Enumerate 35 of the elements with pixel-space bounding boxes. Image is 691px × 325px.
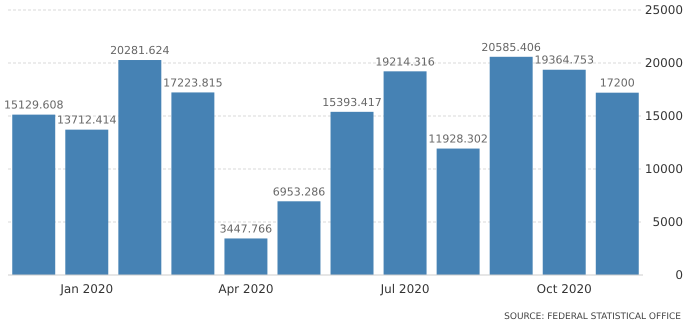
data-label: 15129.608	[4, 98, 64, 112]
bar	[490, 56, 533, 275]
x-tick-label: Jan 2020	[59, 282, 114, 296]
bar	[542, 70, 586, 275]
data-label: 15393.417	[322, 96, 382, 109]
bar	[65, 130, 108, 275]
y-tick-label: 10000	[644, 162, 683, 176]
bar	[330, 112, 374, 275]
data-label: 20585.406	[481, 40, 541, 54]
y-tick-label: 25000	[644, 3, 683, 18]
data-label: 13712.414	[57, 114, 117, 127]
x-tick-label: Apr 2020	[218, 282, 274, 296]
x-tick-label: Jul 2020	[380, 282, 430, 296]
data-label: 6953.286	[272, 185, 326, 198]
data-label: 20281.624	[110, 44, 170, 58]
bar	[436, 148, 480, 275]
y-tick-label: 15000	[644, 109, 683, 124]
y-tick-label: 5000	[652, 215, 683, 230]
data-label: 11928.302	[428, 132, 488, 146]
data-label: 17200	[600, 76, 635, 90]
y-tick-label: 0	[675, 268, 683, 282]
bar	[118, 60, 162, 275]
bar	[384, 71, 427, 275]
data-label: 19364.753	[534, 54, 594, 67]
bar	[224, 238, 268, 275]
bar	[171, 92, 214, 275]
data-label: 3447.766	[220, 222, 272, 236]
data-label: 19214.316	[375, 55, 435, 68]
y-tick-label: 20000	[644, 56, 683, 70]
bar	[277, 201, 320, 275]
data-label: 17223.815	[163, 76, 223, 90]
source-note: SOURCE: FEDERAL STATISTICAL OFFICE	[504, 312, 682, 322]
x-tick-label: Oct 2020	[536, 282, 592, 296]
bar	[596, 92, 639, 275]
bar	[12, 114, 56, 275]
